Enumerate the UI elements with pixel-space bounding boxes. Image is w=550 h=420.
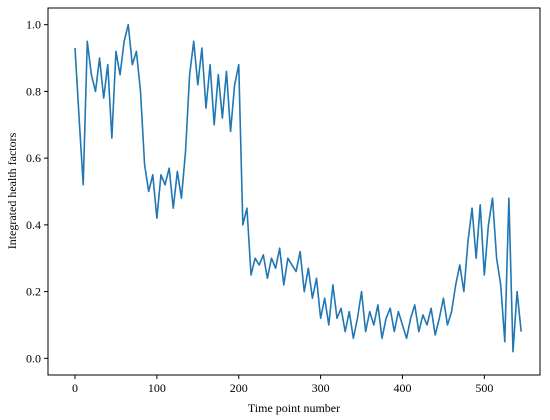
data-line: [74, 23, 522, 353]
y-axis-label: Integrated health factors: [5, 132, 19, 249]
y-tick-label: 0.2: [26, 285, 41, 299]
x-axis-label: Time point number: [248, 401, 340, 415]
x-tick-label: 400: [393, 381, 411, 395]
y-tick-label: 0.8: [26, 84, 41, 98]
x-tick-label: 500: [475, 381, 493, 395]
x-tick-label: 0: [72, 381, 78, 395]
y-tick-label: 1.0: [26, 18, 41, 32]
y-tick-label: 0.6: [26, 151, 41, 165]
plot-frame: [47, 7, 541, 376]
x-tick-label: 100: [148, 381, 166, 395]
x-tick-label: 200: [230, 381, 248, 395]
x-tick-label: 300: [312, 381, 330, 395]
y-tick-label: 0.0: [26, 351, 41, 365]
y-tick-label: 0.4: [26, 218, 41, 232]
